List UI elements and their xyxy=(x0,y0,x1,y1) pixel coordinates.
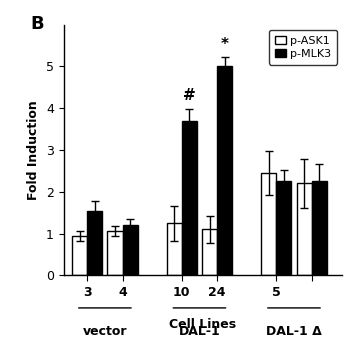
Bar xyxy=(312,181,327,275)
Legend: p-ASK1, p-MLK3: p-ASK1, p-MLK3 xyxy=(269,30,337,65)
Bar xyxy=(167,223,182,275)
Bar xyxy=(202,229,217,275)
Bar xyxy=(182,121,197,275)
Bar xyxy=(72,236,87,275)
X-axis label: Cell Lines: Cell Lines xyxy=(169,318,237,331)
Bar xyxy=(122,225,138,275)
Text: vector: vector xyxy=(83,325,127,339)
Y-axis label: Fold Induction: Fold Induction xyxy=(27,100,40,200)
Text: *: * xyxy=(221,37,229,52)
Bar xyxy=(108,232,122,275)
Bar xyxy=(217,66,232,275)
Text: DAL-1: DAL-1 xyxy=(179,325,220,339)
Bar xyxy=(261,173,276,275)
Text: DAL-1 Δ: DAL-1 Δ xyxy=(266,325,322,339)
Bar xyxy=(297,184,312,275)
Bar xyxy=(276,181,291,275)
Text: B: B xyxy=(30,15,44,33)
Bar xyxy=(87,211,102,275)
Text: #: # xyxy=(183,88,196,103)
